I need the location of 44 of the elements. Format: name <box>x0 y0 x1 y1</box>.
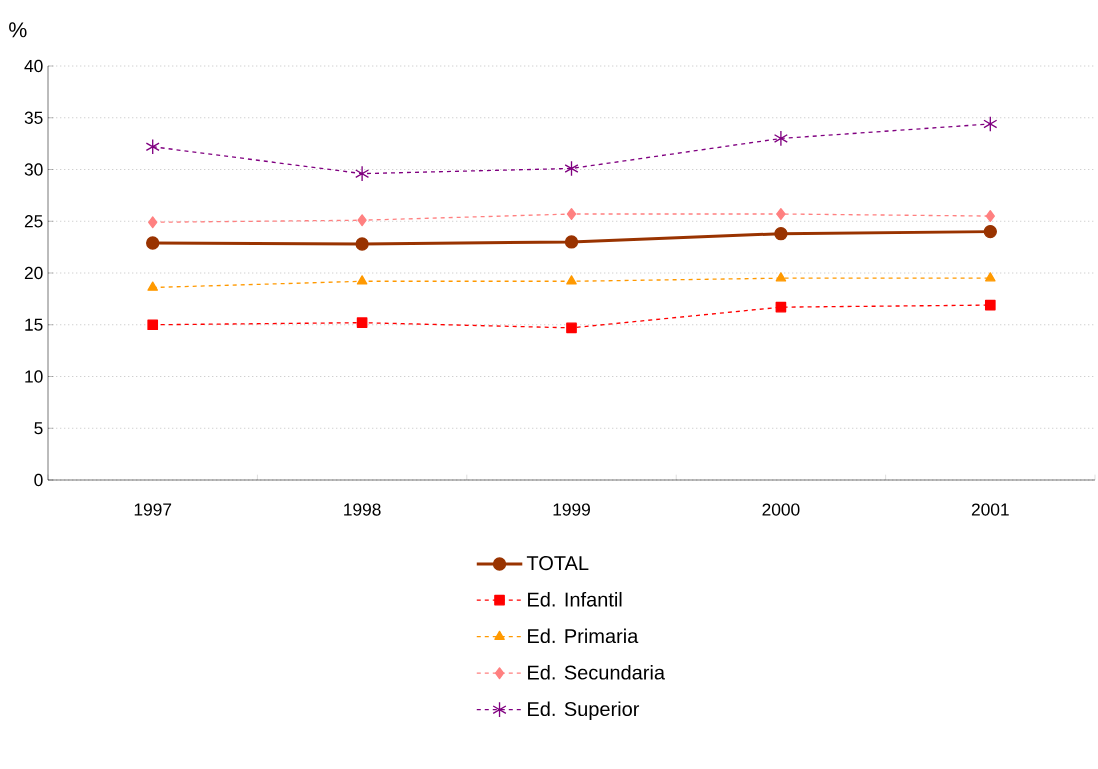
point <box>985 272 996 282</box>
point <box>356 317 368 329</box>
y-axis-title: % <box>9 22 27 38</box>
legend-label: Ed. Superior <box>528 701 640 721</box>
point <box>984 299 996 311</box>
y-tick-label: 35 <box>24 111 43 124</box>
point <box>355 165 370 182</box>
y-tick-label: 25 <box>24 215 43 228</box>
point <box>774 227 788 241</box>
x-tick-label: 2000 <box>762 503 800 516</box>
point <box>356 275 368 285</box>
legend-label: Ed. Infantil <box>528 591 622 607</box>
point <box>147 281 158 291</box>
point <box>146 236 160 250</box>
y-tick-label: 30 <box>24 163 43 176</box>
legend-label: Ed. Primaria <box>528 628 639 644</box>
point <box>776 208 786 221</box>
point <box>148 216 158 229</box>
point <box>564 235 579 249</box>
point <box>145 138 160 155</box>
y-tick-label: 5 <box>34 422 43 435</box>
point <box>983 224 997 239</box>
y-tick-label: 10 <box>25 370 43 383</box>
point <box>147 319 159 331</box>
point <box>983 115 998 132</box>
y-tick-label: 20 <box>24 266 43 280</box>
point <box>355 237 369 251</box>
point <box>773 130 788 147</box>
point <box>357 214 367 227</box>
y-tick-label: 0 <box>34 473 43 487</box>
x-tick-label: 1999 <box>553 503 590 516</box>
point <box>566 322 577 334</box>
x-tick-label: 1997 <box>134 503 172 516</box>
point <box>566 208 577 221</box>
legend-label: TOTAL <box>526 555 589 571</box>
point <box>566 275 577 285</box>
point <box>564 160 579 177</box>
point <box>985 210 995 223</box>
y-tick-label: 15 <box>25 318 43 331</box>
y-tick-label: 40 <box>24 59 43 73</box>
point <box>775 272 787 282</box>
legend-label: Ed. Secundaria <box>528 664 666 680</box>
x-tick-label: 2001 <box>971 503 1009 516</box>
x-tick-label: 1998 <box>344 503 381 516</box>
